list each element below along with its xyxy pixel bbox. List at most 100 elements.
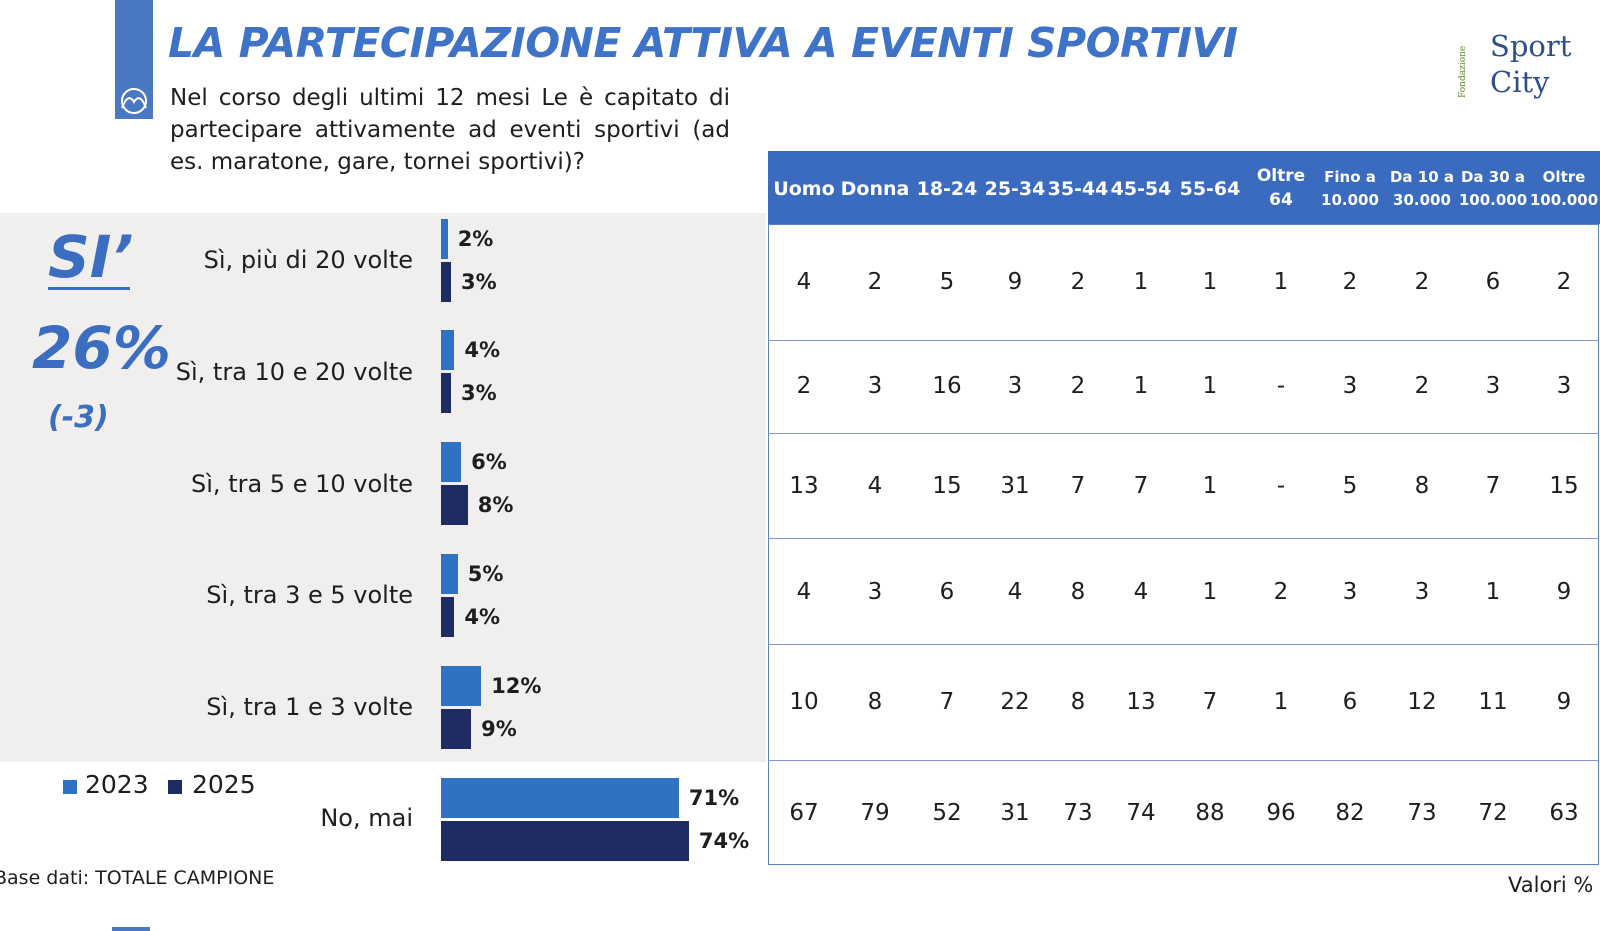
table-cell-r5-c1: 10 [789,689,819,715]
column-header-4: 35-44 [1047,178,1109,200]
table-cell-r1-c4: 9 [1007,269,1023,295]
table-cell-r2-c11: 3 [1485,373,1501,399]
table-cell-r1-c8: 1 [1273,269,1289,295]
table-cell-r4-c7: 1 [1202,579,1218,605]
table-cell-r5-c8: 1 [1273,689,1289,715]
category-label-no-mai: No, mai [320,804,413,832]
yes-answers-panel [0,213,766,762]
table-cell-r4-c1: 4 [796,579,812,605]
table-cell-r2-c2: 3 [867,373,883,399]
legend-label-2025: 2025 [192,770,256,799]
table-cell-r3-c4: 31 [1000,473,1030,499]
table-cell-r1-c11: 6 [1485,269,1501,295]
column-header-10-line-1: Da 30 a [1460,168,1525,186]
logo-sport-text: Sport [1490,29,1572,63]
table-cell-r3-c2: 4 [867,473,883,499]
table-cell-r5-c10: 12 [1407,689,1437,715]
column-header-8-line-2: 10.000 [1321,191,1379,209]
bar-value-2025-si-tra-1-e-3-volte: 9% [481,717,517,741]
table-row-divider [768,433,1599,434]
yes-summary-total: 26% [32,314,171,382]
bar-2023-si-tra-10-e-20-volte [441,330,455,370]
units-note: Valori % [1508,873,1594,897]
table-cell-r3-c6: 7 [1133,473,1149,499]
table-cell-r2-c5: 2 [1070,373,1086,399]
table-cell-r4-c3: 6 [939,579,955,605]
legend-label-2023: 2023 [85,770,149,799]
bottom-accent-mark [112,927,150,931]
yes-summary-underline [48,287,130,290]
table-cell-r4-c11: 1 [1485,579,1501,605]
table-cell-r6-c7: 88 [1195,800,1225,826]
table-cell-r3-c1: 13 [789,473,819,499]
table-cell-r3-c3: 15 [932,473,962,499]
table-cell-r5-c6: 13 [1126,689,1156,715]
bar-value-2023-si-tra-3-e-5-volte: 5% [467,562,504,586]
bar-value-2025-si-piu-di-20-volte: 3% [461,270,497,294]
column-header-0: Uomo [773,178,835,200]
table-cell-r5-c7: 7 [1202,689,1218,715]
table-cell-r1-c10: 2 [1414,269,1430,295]
table-cell-r4-c2: 3 [867,579,883,605]
bar-value-2025-si-tra-10-e-20-volte: 3% [461,381,497,405]
legend-swatch-2025 [168,780,182,794]
table-row-divider [768,538,1599,539]
table-cell-r6-c2: 79 [860,800,890,826]
table-cell-r4-c4: 4 [1007,579,1023,605]
table-cell-r5-c3: 7 [939,689,955,715]
column-header-7-line-1: Oltre [1256,166,1306,186]
table-cell-r5-c5: 8 [1070,689,1086,715]
table-cell-r2-c9: 3 [1342,373,1358,399]
bar-2025-si-tra-3-e-5-volte [441,597,455,637]
table-cell-r5-c2: 8 [867,689,883,715]
yes-summary-label: SI’ [48,223,134,291]
table-cell-r6-c9: 82 [1335,800,1365,826]
column-header-11-line-2: 100.000 [1529,191,1599,209]
table-cell-r5-c9: 6 [1342,689,1358,715]
table-cell-r4-c6: 4 [1133,579,1149,605]
table-cell-r4-c5: 8 [1070,579,1086,605]
column-header-9-line-1: Da 10 a [1389,168,1454,186]
category-label-si-tra-3-e-5-volte: Sì, tra 3 e 5 volte [206,581,413,609]
column-header-3: 25-34 [984,178,1046,200]
logo-side-text: Fondazione [1458,45,1468,98]
table-cell-r5-c12: 9 [1556,689,1572,715]
table-cell-r6-c3: 52 [932,800,962,826]
category-label-si-tra-10-e-20-volte: Sì, tra 10 e 20 volte [175,358,413,386]
base-note: Base dati: TOTALE CAMPIONE [0,867,275,889]
table-cell-r1-c3: 5 [939,269,955,295]
category-label-si-tra-1-e-3-volte: Sì, tra 1 e 3 volte [206,693,413,721]
bar-2025-si-tra-5-e-10-volte [441,485,468,525]
bar-value-2025-si-tra-3-e-5-volte: 4% [464,605,501,629]
table-cell-r2-c12: 3 [1556,373,1572,399]
table-header [768,151,1600,224]
brand-arc-icon [115,82,153,119]
bar-value-2025-si-tra-5-e-10-volte: 8% [477,493,514,517]
legend-swatch-2023 [63,780,77,794]
table-cell-r6-c11: 72 [1478,800,1508,826]
column-header-8-line-1: Fino a [1324,168,1376,186]
bar-2025-si-tra-10-e-20-volte [441,373,452,413]
table-cell-r3-c12: 15 [1549,473,1579,499]
table-cell-r3-c9: 5 [1342,473,1358,499]
yes-summary-delta: (-3) [48,400,109,435]
table-cell-r1-c9: 2 [1342,269,1358,295]
table-cell-r1-c2: 2 [867,269,883,295]
logo-city-text: City [1490,65,1550,99]
table-cell-r6-c4: 31 [1000,800,1030,826]
bar-2023-si-tra-3-e-5-volte [441,554,458,594]
column-header-2: 18-24 [916,178,978,200]
category-label-si-piu-di-20-volte: Sì, più di 20 volte [203,246,413,274]
table-cell-r6-c12: 63 [1549,800,1579,826]
column-header-10-line-2: 100.000 [1458,191,1528,209]
results-table [768,224,1599,865]
table-cell-r4-c8: 2 [1273,579,1289,605]
table-cell-r2-c10: 2 [1414,373,1430,399]
table-cell-r3-c11: 7 [1485,473,1501,499]
table-cell-r6-c5: 73 [1063,800,1093,826]
table-cell-r1-c5: 2 [1070,269,1086,295]
table-cell-r5-c11: 11 [1478,689,1508,715]
category-label-si-tra-5-e-10-volte: Sì, tra 5 e 10 volte [191,470,413,498]
table-cell-r3-c5: 7 [1070,473,1086,499]
table-cell-r1-c1: 4 [796,269,812,295]
